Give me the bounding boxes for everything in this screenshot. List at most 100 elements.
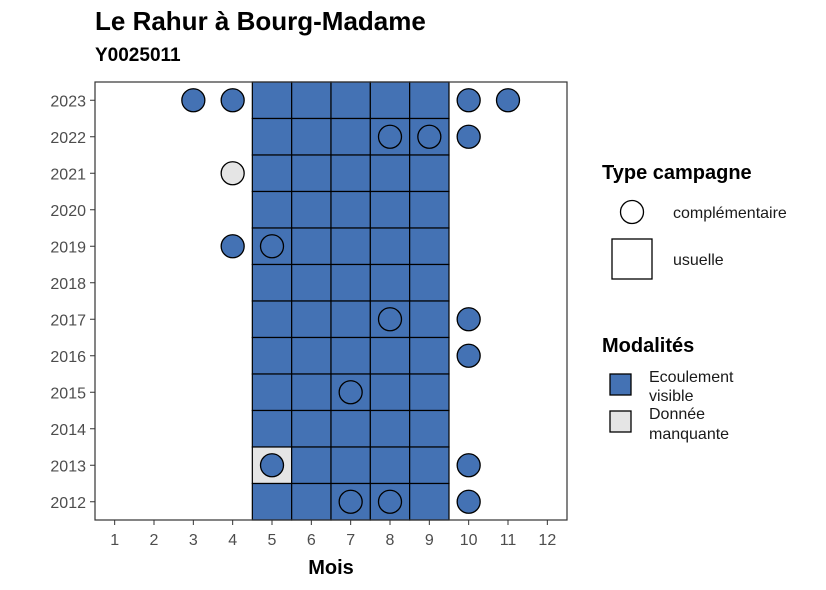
data-point	[220, 161, 245, 186]
heatmap-cell	[369, 263, 411, 302]
data-point	[259, 234, 285, 259]
heatmap-cell	[291, 482, 332, 521]
data-point	[377, 489, 403, 514]
heatmap-cell	[251, 482, 293, 521]
data-point	[456, 489, 481, 514]
legend-label-modalite: Donnée	[649, 406, 705, 423]
legend-label-modalite: visible	[649, 388, 694, 405]
legend-label-modalite: manquante	[649, 426, 729, 443]
heatmap-cell	[291, 300, 332, 339]
x-tick-label: 3	[189, 532, 198, 549]
heatmap-cell	[251, 154, 293, 193]
legend-title-type-campagne: Type campagne	[602, 162, 752, 184]
data-point	[377, 124, 403, 149]
heatmap-cell	[409, 263, 450, 302]
heatmap-cell	[409, 81, 450, 120]
chart-title: Le Rahur à Bourg-Madame	[95, 6, 426, 36]
y-tick-label: 2023	[50, 93, 86, 110]
x-tick-label: 5	[268, 532, 277, 549]
y-tick-label: 2013	[50, 458, 86, 475]
y-tick-label: 2017	[50, 312, 86, 329]
heatmap-cell	[409, 190, 450, 229]
heatmap-cell	[291, 117, 332, 156]
x-tick-label: 12	[538, 532, 556, 549]
y-tick-label: 2022	[50, 130, 86, 147]
x-tick-label: 2	[150, 532, 159, 549]
legend-title-modalites: Modalités	[602, 335, 694, 357]
data-point	[338, 489, 363, 514]
y-tick-label: 2014	[50, 422, 86, 439]
x-axis-title: Mois	[308, 557, 354, 579]
plot-border	[94, 81, 568, 521]
heatmap-cell	[409, 446, 450, 485]
chart-subtitle: Y0025011	[95, 45, 181, 66]
heatmap-cell	[251, 263, 293, 302]
data-point	[220, 88, 245, 113]
data-point	[417, 124, 442, 149]
x-tick-label: 11	[500, 532, 517, 549]
heatmap-cell	[409, 227, 450, 266]
data-point	[181, 88, 206, 113]
heatmap-cell	[330, 81, 371, 120]
heatmap-cell	[291, 154, 332, 193]
heatmap-cell	[291, 227, 332, 266]
y-tick-label: 2021	[50, 166, 86, 183]
heatmap-cell	[369, 227, 411, 266]
heatmap-cell	[291, 336, 332, 375]
heatmap-cell	[251, 190, 293, 229]
heatmap-cell	[409, 409, 450, 448]
heatmap-cell	[409, 336, 450, 375]
y-tick-label: 2016	[50, 349, 86, 366]
heatmap-cell	[291, 409, 332, 448]
data-point	[456, 343, 481, 368]
data-point	[259, 453, 285, 478]
heatmap-cell	[330, 336, 371, 375]
heatmap-cell	[251, 81, 293, 120]
x-tick-label: 9	[425, 532, 434, 549]
heatmap-cell	[369, 81, 411, 120]
heatmap-cell	[251, 409, 293, 448]
heatmap-cell	[291, 373, 332, 412]
heatmap-cell	[330, 300, 371, 339]
heatmap-cell	[369, 190, 411, 229]
y-axis: 2012 2013 2014 2015 2016 2017 2018 2019 2020 2021…	[50, 93, 95, 512]
heatmap-cell	[330, 190, 371, 229]
legend-key-square	[611, 238, 653, 280]
legend-label-modalite: Ecoulement	[649, 369, 734, 386]
x-axis: 1 2 3 4 5 6 7 8 9 10 11 12	[110, 520, 556, 549]
data-point	[220, 234, 245, 259]
y-tick-label: 2012	[50, 495, 86, 512]
data-point	[456, 453, 481, 478]
data-point	[338, 380, 363, 405]
heatmap-cell	[330, 263, 371, 302]
heatmap-cell	[291, 81, 332, 120]
heatmap-cell	[330, 154, 371, 193]
heatmap-cell	[330, 409, 371, 448]
legend-label-complementaire: complémentaire	[673, 205, 787, 222]
heatmap-cell	[291, 263, 332, 302]
heatmap-cell	[369, 446, 411, 485]
y-tick-label: 2019	[50, 239, 86, 256]
data-point	[456, 124, 481, 149]
x-tick-label: 4	[228, 532, 237, 549]
legend-key-fill	[609, 373, 632, 396]
data-point	[377, 307, 403, 332]
heatmap-cell	[409, 154, 450, 193]
complementary-campaign-points	[181, 88, 521, 514]
heatmap-cell	[369, 154, 411, 193]
heatmap-cell	[369, 409, 411, 448]
data-point	[456, 307, 481, 332]
y-tick-label: 2015	[50, 385, 86, 402]
heatmap-cell	[330, 446, 371, 485]
heatmap-cell	[369, 336, 411, 375]
x-tick-label: 6	[307, 532, 316, 549]
heatmap-cell	[291, 446, 332, 485]
heatmap-cell	[330, 117, 371, 156]
x-tick-label: 7	[346, 532, 355, 549]
heatmap-cell	[251, 336, 293, 375]
y-tick-label: 2018	[50, 276, 86, 293]
heatmap-cell	[409, 373, 450, 412]
heatmap-cell	[251, 373, 293, 412]
y-tick-label: 2020	[50, 203, 86, 220]
